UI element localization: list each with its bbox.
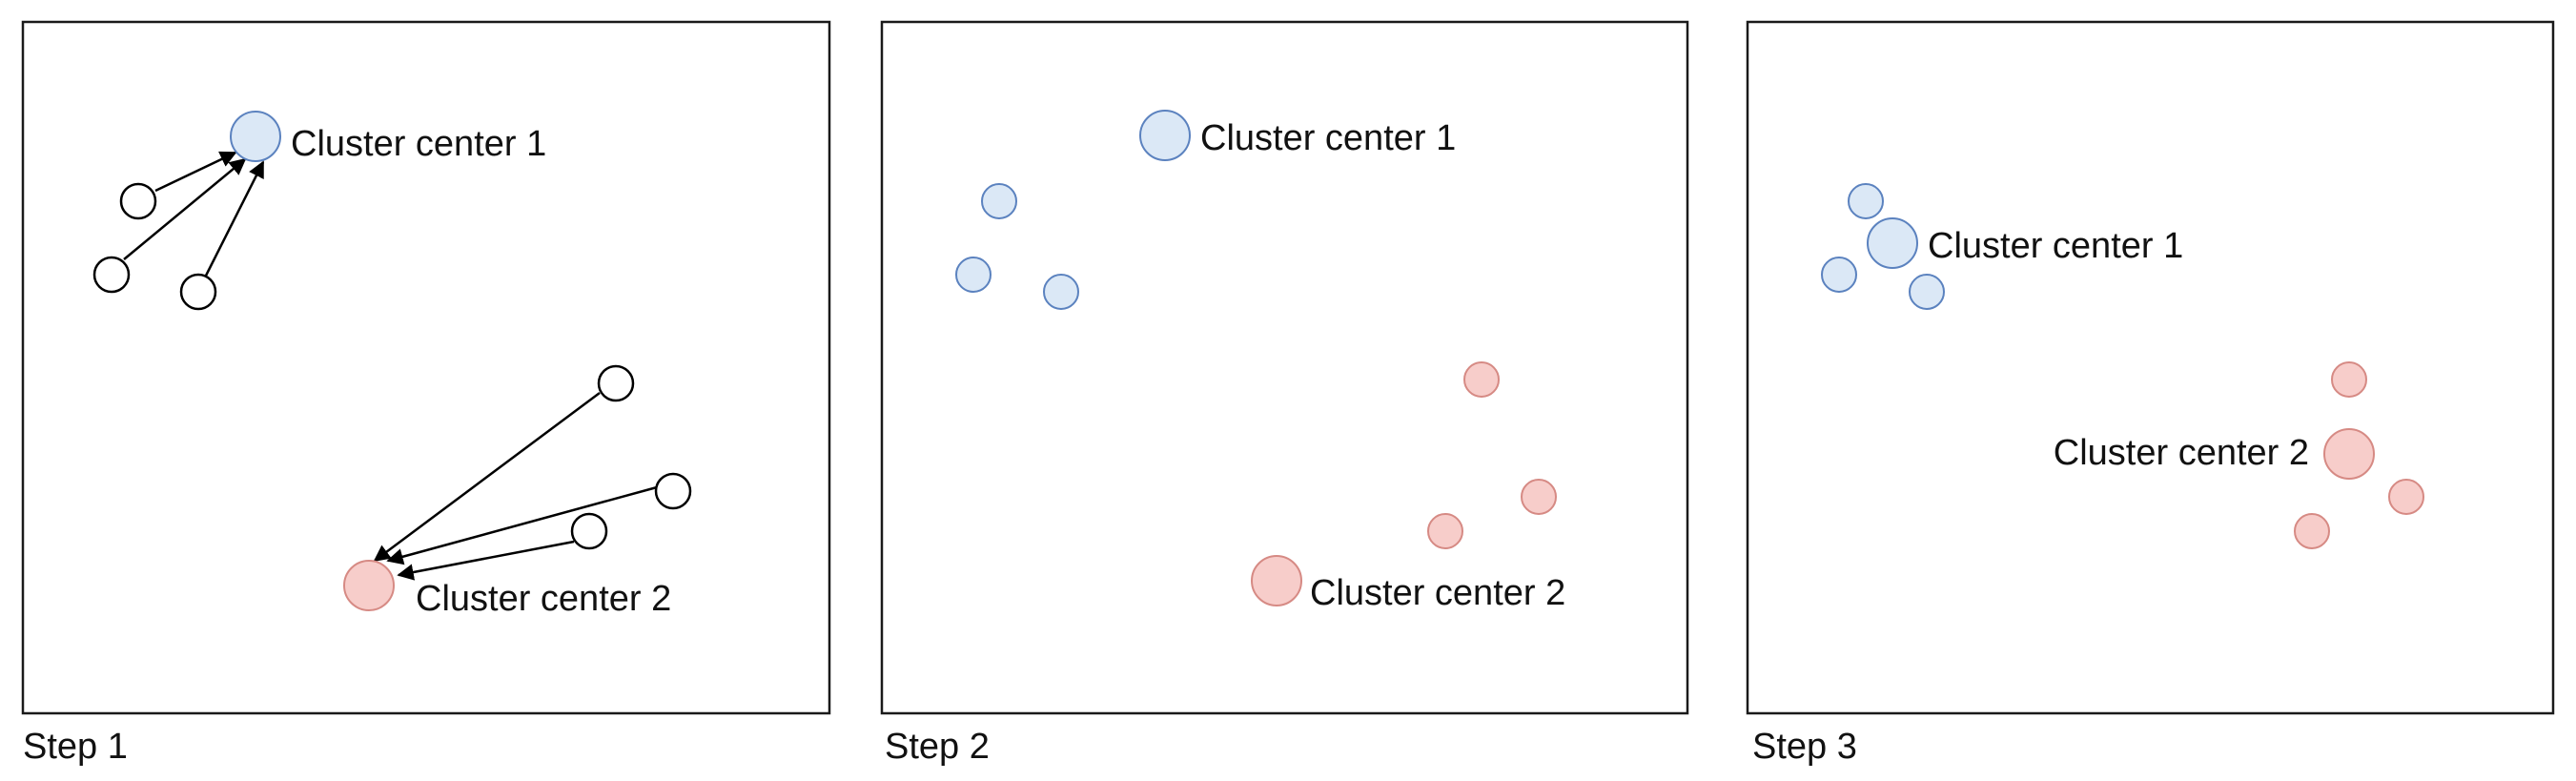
cluster-center-1 [230,111,281,162]
cluster-center-1 [1867,217,1918,269]
assignment-arrow [203,160,265,278]
panel-frame [21,20,831,715]
cluster-center-1-label: Cluster center 1 [291,124,546,164]
data-point-cluster-1 [1043,274,1079,310]
cluster-center-2-label: Cluster center 2 [416,579,671,619]
panel-step-3: Cluster center 1 Cluster center 2 Step 3 [1746,20,2555,767]
cluster-center-2 [2323,428,2375,480]
data-point-cluster-2 [1427,513,1463,549]
data-point-cluster-2 [1463,361,1500,398]
assignment-arrow [154,151,237,193]
cluster-center-2 [1251,555,1302,606]
data-point [92,256,131,294]
data-point [119,182,157,220]
step-label: Step 3 [1752,727,1857,767]
data-point-cluster-1 [1909,274,1945,310]
step-label: Step 1 [23,727,128,767]
data-point-cluster-2 [2331,361,2367,398]
panel-frame [1746,20,2555,715]
data-point-cluster-2 [1521,479,1557,515]
cluster-center-2-label: Cluster center 2 [2054,433,2309,473]
panel-step-1: Cluster center 1 Cluster center 2 Step 1 [21,20,831,767]
cluster-center-1-label: Cluster center 1 [1928,226,2183,266]
assignment-arrow [123,157,247,260]
assignment-arrow [397,540,575,581]
data-point [597,364,635,402]
panel-step-2: Cluster center 1 Cluster center 2 Step 2 [880,20,1689,767]
data-point-cluster-1 [955,257,992,293]
cluster-center-2 [343,560,395,611]
data-point-cluster-1 [1821,257,1857,293]
data-point-cluster-1 [981,183,1017,219]
assignment-arrow [386,485,658,565]
cluster-center-2-label: Cluster center 2 [1310,573,1565,613]
step-label: Step 2 [885,727,990,767]
data-point [570,512,608,550]
assignment-arrow [373,391,601,563]
data-point-cluster-1 [1848,183,1884,219]
cluster-center-1-label: Cluster center 1 [1200,118,1456,158]
cluster-center-1 [1139,110,1191,161]
data-point-cluster-2 [2388,479,2424,515]
data-point-cluster-2 [2294,513,2330,549]
data-point [654,472,692,510]
data-point [179,273,217,311]
